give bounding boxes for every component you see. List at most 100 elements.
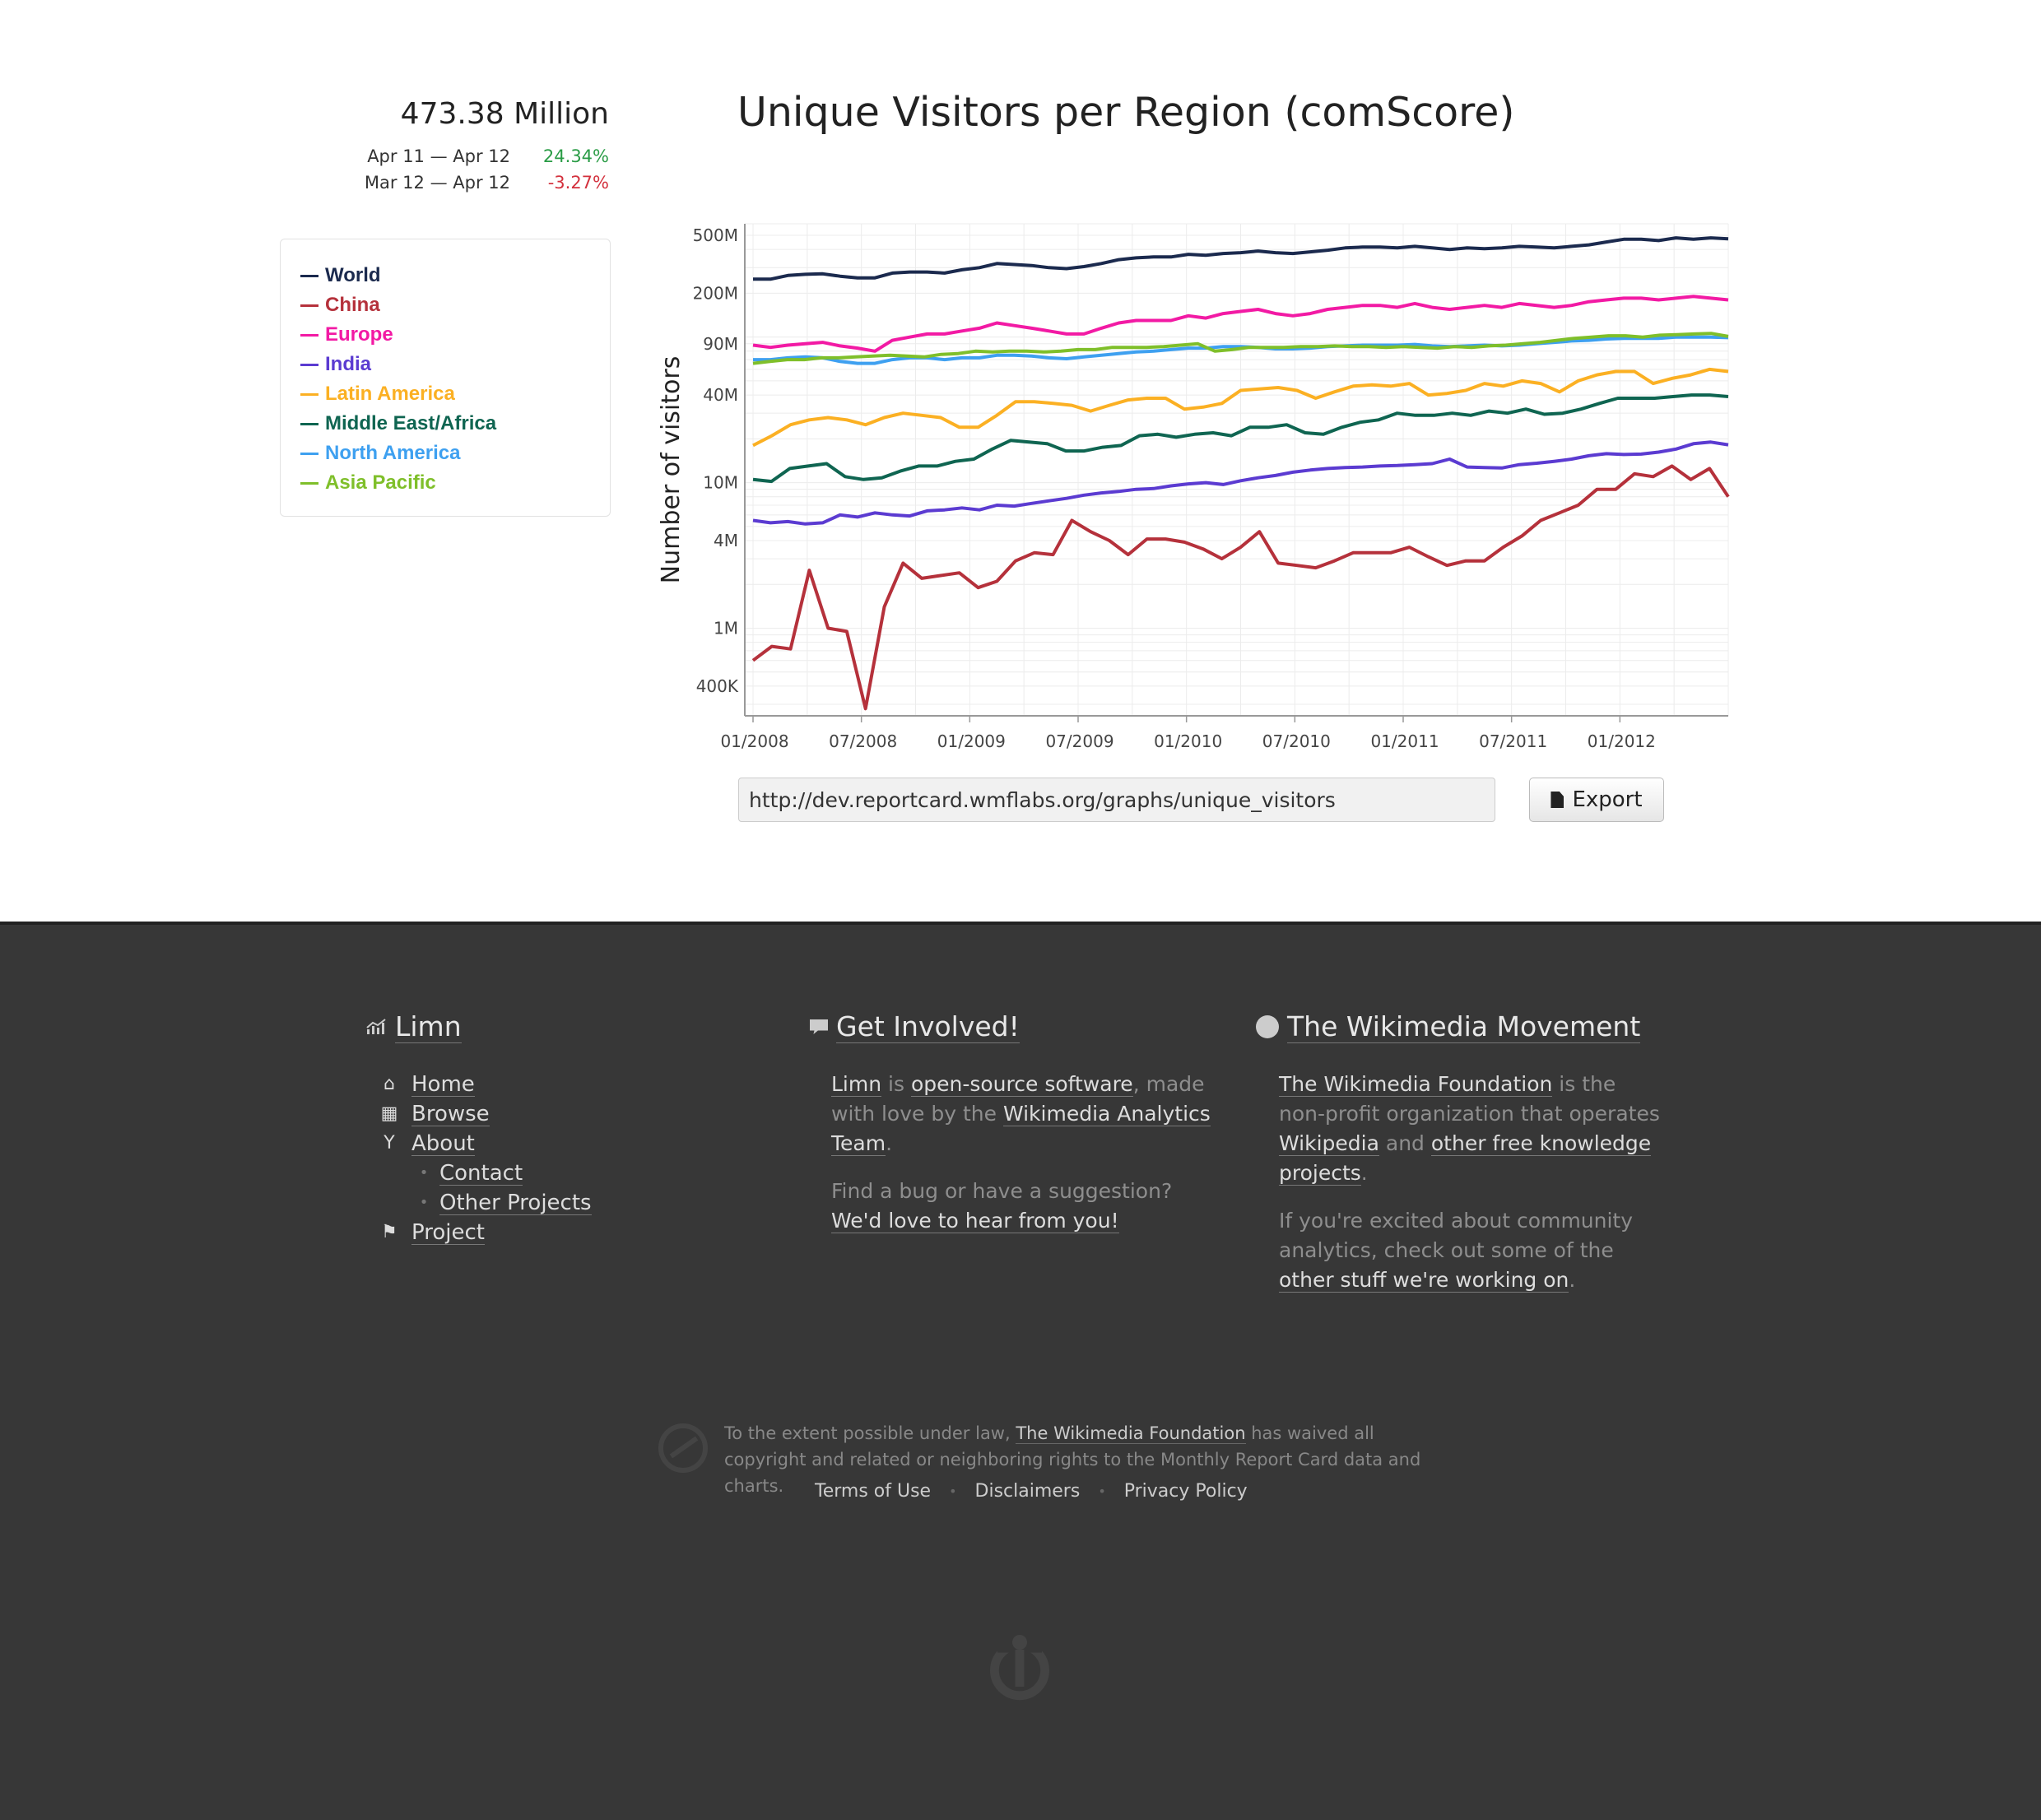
cc-zero-icon <box>658 1423 708 1473</box>
nav-label[interactable]: About <box>411 1131 475 1156</box>
export-button[interactable]: Export <box>1529 778 1664 822</box>
nav-label[interactable]: Home <box>411 1071 475 1097</box>
legend-label: World <box>325 264 381 286</box>
series-line-asia-pacific <box>752 332 1729 365</box>
export-label: Export <box>1572 787 1643 812</box>
text: Find a bug or have a suggestion? <box>831 1179 1173 1203</box>
nav-item-about[interactable]: Υ About <box>379 1129 592 1158</box>
y-axis-label: Number of visitors <box>657 356 686 584</box>
text: . <box>886 1131 893 1155</box>
nav-label[interactable]: Contact <box>439 1160 523 1186</box>
delta-range: Apr 11 — Apr 12 <box>367 146 510 166</box>
bookmark-icon: ⚑ <box>381 1222 398 1242</box>
y-tick-label: 200M <box>693 283 738 303</box>
legend-label: Asia Pacific <box>325 471 436 494</box>
projects-link[interactable]: other free knowledge projects <box>1279 1131 1652 1186</box>
nav-label[interactable]: Project <box>411 1219 485 1245</box>
wikipedia-link[interactable]: Wikipedia <box>1279 1131 1379 1156</box>
foundation-link[interactable]: The Wikimedia Foundation <box>1279 1072 1553 1097</box>
bullet-icon: • <box>419 1194 429 1211</box>
speech-bubble-icon <box>810 1019 828 1034</box>
text: is <box>881 1072 911 1096</box>
legend-label: India <box>325 353 372 375</box>
nav-item-home[interactable]: ⌂ Home <box>379 1070 592 1099</box>
open-source-link[interactable]: open-source software <box>910 1072 1133 1097</box>
involved-paragraph-1: Limn is open-source software, made with … <box>831 1070 1218 1158</box>
y-tick-label: 1M <box>714 618 738 638</box>
x-tick-label: 01/2010 <box>1154 731 1222 751</box>
nav-item-project[interactable]: ⚑ Project <box>379 1218 592 1247</box>
legend-item-europe[interactable]: Europe <box>300 320 590 350</box>
chart-icon <box>366 1019 386 1034</box>
x-tick-label: 07/2011 <box>1479 731 1547 751</box>
legend-item-middle-east-africa[interactable]: Middle East/Africa <box>300 409 590 439</box>
legend-label: North America <box>325 442 461 464</box>
delta-row-yearly: Apr 11 — Apr 12 24.34% <box>329 146 609 171</box>
chart-legend: World China Europe India Latin America M… <box>280 239 611 517</box>
footer-heading-label: Get Involved! <box>836 1010 1020 1043</box>
separator: • <box>1098 1483 1106 1499</box>
text: , made with love by the <box>831 1072 1205 1126</box>
nav-label[interactable]: Browse <box>411 1101 490 1126</box>
text: To the extent possible under law, <box>724 1423 1016 1443</box>
series-line-india <box>752 440 1729 526</box>
legend-item-north-america[interactable]: North America <box>300 439 590 468</box>
movement-paragraph-2: If you're excited about community analyt… <box>1279 1206 1666 1295</box>
wikimedia-icon <box>1256 1015 1279 1038</box>
glass-icon: Υ <box>384 1133 395 1154</box>
legend-item-world[interactable]: World <box>300 261 590 290</box>
feedback-link[interactable]: We'd love to hear from you! <box>831 1209 1119 1233</box>
chart-url-input[interactable] <box>738 778 1495 822</box>
legend-label: Latin America <box>325 383 455 405</box>
text: . <box>1360 1161 1368 1185</box>
terms-link[interactable]: Terms of Use <box>815 1481 932 1502</box>
series-line-china <box>751 464 1730 711</box>
text: has waived all copyright and related or … <box>724 1423 1421 1496</box>
nav-item-other-projects[interactable]: • Other Projects <box>379 1188 592 1218</box>
copyright-notice: To the extent possible under law, The Wi… <box>724 1420 1448 1499</box>
footer-heading-involved: Get Involved! <box>810 1010 1020 1043</box>
y-tick-label: 4M <box>714 531 738 550</box>
series-line-world <box>753 236 1729 281</box>
separator: • <box>949 1483 957 1499</box>
legal-links: Terms of Use • Disclaimers • Privacy Pol… <box>815 1481 1248 1502</box>
foundation-link[interactable]: The Wikimedia Foundation <box>1016 1423 1246 1444</box>
limn-link[interactable]: Limn <box>831 1072 882 1097</box>
grid-icon: ▦ <box>380 1103 398 1124</box>
legend-label: China <box>325 294 380 316</box>
x-tick-label: 01/2012 <box>1588 731 1656 751</box>
line-chart: 500M 200M 90M 40M 10M 4M 1M 400K 01/2008 07/2008 0… <box>657 223 1730 751</box>
delta-row-monthly: Mar 12 — Apr 12 -3.27% <box>329 173 609 197</box>
legend-item-latin-america[interactable]: Latin America <box>300 379 590 409</box>
series-line-middle-east-africa <box>752 393 1729 484</box>
legend-label: Europe <box>325 323 393 346</box>
y-tick-label: 10M <box>703 473 738 493</box>
document-icon <box>1551 792 1564 808</box>
total-value: 473.38 Million <box>400 97 609 131</box>
other-stuff-link[interactable]: other stuff we're working on <box>1279 1268 1569 1293</box>
y-tick-label: 400K <box>696 676 739 696</box>
main-panel: 473.38 Million Apr 11 — Apr 12 24.34% Ma… <box>280 89 1730 822</box>
footer-heading-movement: The Wikimedia Movement <box>1256 1010 1641 1043</box>
nav-label[interactable]: Other Projects <box>439 1190 592 1215</box>
analytics-team-link[interactable]: Wikimedia Analytics Team <box>831 1102 1211 1156</box>
text: . <box>1569 1268 1576 1292</box>
text: If you're excited about community analyt… <box>1279 1209 1634 1262</box>
footer-nav: ⌂ Home ▦ Browse Υ About • Contact • Other Pro… <box>379 1070 592 1247</box>
legend-item-china[interactable]: China <box>300 290 590 320</box>
footer-heading-label[interactable]: Limn <box>395 1010 462 1043</box>
nav-item-contact[interactable]: • Contact <box>379 1158 592 1188</box>
privacy-link[interactable]: Privacy Policy <box>1123 1481 1248 1502</box>
nav-item-browse[interactable]: ▦ Browse <box>379 1099 592 1129</box>
legend-item-asia-pacific[interactable]: Asia Pacific <box>300 468 590 498</box>
x-tick-label: 07/2008 <box>829 731 897 751</box>
delta-value: -3.27% <box>547 173 609 193</box>
home-icon: ⌂ <box>384 1074 395 1094</box>
series-line-latin-america <box>752 367 1729 448</box>
legend-label: Middle East/Africa <box>325 412 497 434</box>
y-tick-label: 40M <box>703 385 738 405</box>
legend-item-india[interactable]: India <box>300 350 590 379</box>
y-tick-label: 90M <box>703 334 738 354</box>
y-tick-label: 500M <box>693 225 738 245</box>
disclaimers-link[interactable]: Disclaimers <box>974 1481 1081 1502</box>
